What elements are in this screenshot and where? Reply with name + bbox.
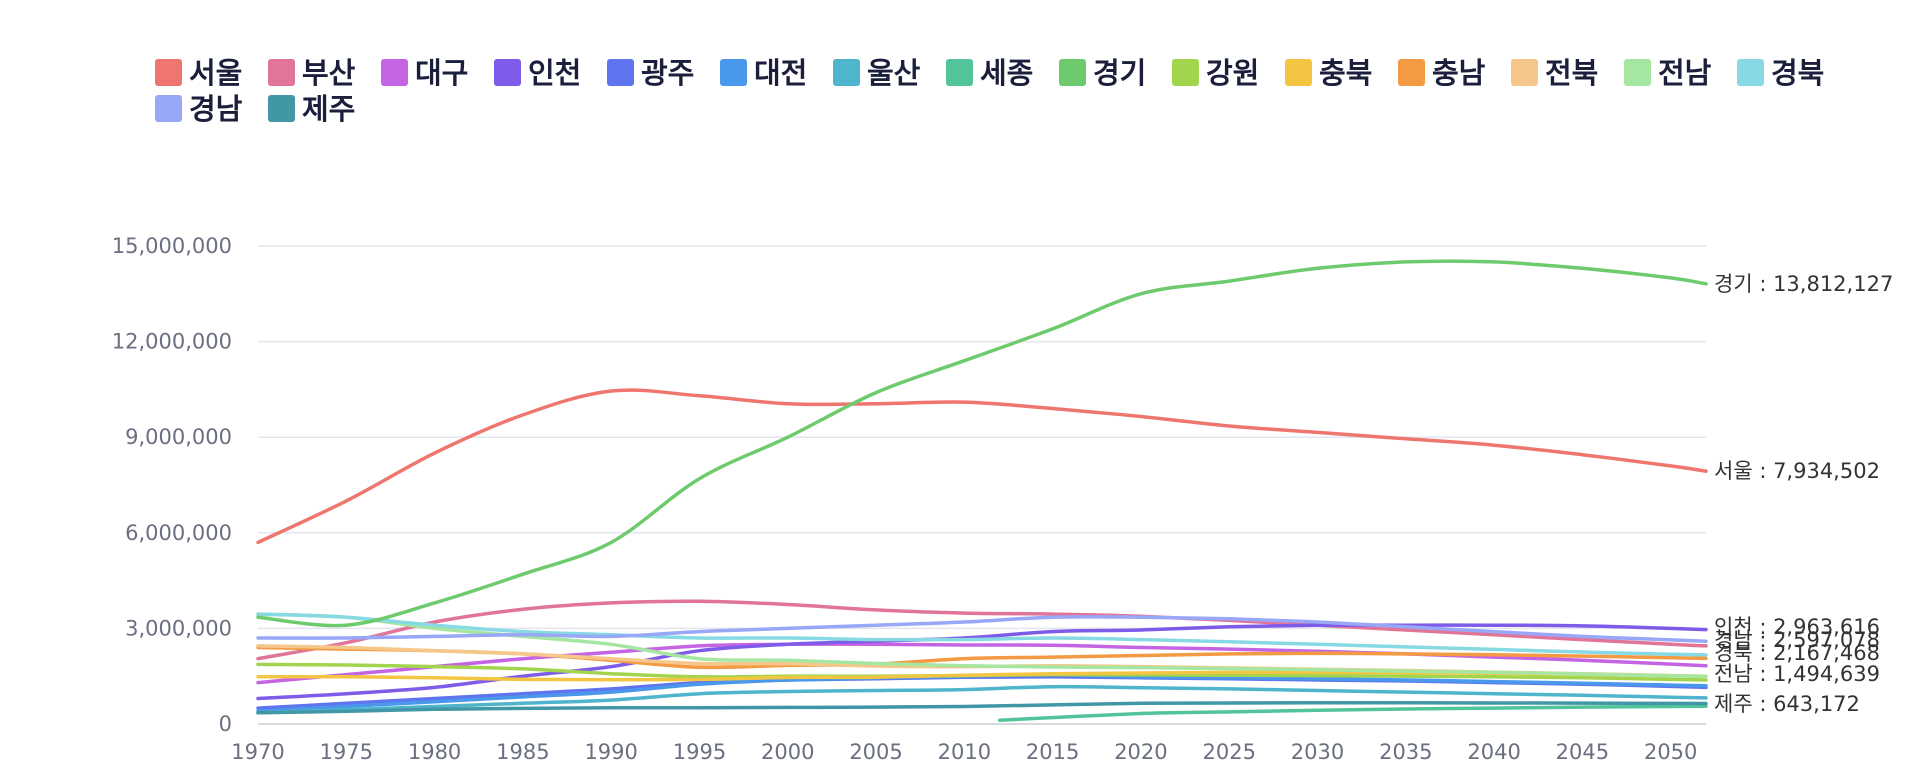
end-label: 제주 : 643,172 [1714,692,1860,716]
x-tick-label: 2005 [849,740,902,764]
legend-label: 울산 [867,56,921,90]
legend-item-15[interactable]: 경남 [155,92,243,126]
y-tick-label: 6,000,000 [125,521,232,545]
series-line-15[interactable] [256,615,1708,643]
legend-item-5[interactable]: 대전 [720,56,807,90]
legend-swatch [1398,59,1425,86]
x-tick-label: 2040 [1467,740,1520,764]
legend-swatch [1172,59,1199,86]
legend-swatch [381,59,408,86]
x-tick-label: 2000 [761,740,814,764]
legend-item-2[interactable]: 대구 [381,56,468,90]
x-tick-label: 2015 [1026,740,1079,764]
legend-swatch [155,95,182,122]
legend-item-13[interactable]: 전남 [1624,56,1712,90]
end-label: 서울 : 7,934,502 [1714,459,1880,483]
x-tick-label: 2030 [1291,740,1344,764]
x-tick-label: 2010 [938,740,991,764]
gridlines [258,245,1706,630]
x-tick-label: 1975 [320,740,373,764]
x-axis-ticks: 1970 1975 1980 1985 1990 1995 2000 2005 2010 2015… [231,740,1697,764]
series-line-14[interactable] [256,612,1708,657]
legend-swatch [1737,59,1764,86]
x-tick-label: 1980 [408,740,461,764]
end-label: 경남 : 2,597,078 [1714,628,1880,652]
x-tick-label: 1970 [231,740,284,764]
legend-item-8[interactable]: 경기 [1059,56,1146,90]
legend-swatch [833,59,860,86]
end-label: 전남 : 1,494,639 [1714,662,1880,686]
legend-label: 대구 [415,56,468,90]
series-line-7[interactable] [997,704,1708,722]
legend-label: 인천 [528,56,581,90]
legend-label: 경북 [1771,56,1824,90]
series-lines [256,259,1708,722]
end-labels: 경기 : 13,812,127 서울 : 7,934,502 인천 : 2,963,… [1714,272,1893,716]
legend-swatch [1059,59,1086,86]
x-tick-label: 1995 [673,740,726,764]
legend-swatch [720,59,747,86]
end-label: 인천 : 2,963,616 [1714,615,1880,639]
legend-swatch [1624,59,1651,86]
legend-item-3[interactable]: 인천 [494,56,581,90]
legend-item-0[interactable]: 서울 [155,56,242,90]
y-tick-label: 0 [219,712,232,736]
legend-item-7[interactable]: 세종 [946,56,1033,90]
series-line-16[interactable] [256,701,1708,715]
legend-item-14[interactable]: 경북 [1737,56,1824,90]
y-tick-label: 9,000,000 [125,425,232,449]
legend-label: 전북 [1545,56,1598,90]
legend-swatch [155,59,182,86]
series-line-2[interactable] [256,642,1708,685]
legend-swatch [268,95,295,122]
legend-item-1[interactable]: 부산 [268,56,356,90]
x-tick-label: 1990 [584,740,637,764]
legend-label: 대전 [754,56,807,90]
legend-swatch [1285,59,1312,86]
legend-item-10[interactable]: 충북 [1285,56,1372,90]
y-tick-label: 12,000,000 [112,330,232,354]
legend-label: 충남 [1432,56,1486,90]
legend-swatch [494,59,521,86]
legend-swatch [1511,59,1538,86]
legend-swatch [607,59,634,86]
legend-label: 서울 [189,56,242,90]
y-tick-label: 15,000,000 [112,234,232,258]
x-tick-label: 1985 [496,740,549,764]
legend-item-4[interactable]: 광주 [607,56,694,90]
legend-label: 충북 [1319,56,1372,90]
y-tick-label: 3,000,000 [125,616,232,640]
legend-label: 부산 [302,56,356,90]
legend-label: 전남 [1658,56,1712,90]
legend-item-11[interactable]: 충남 [1398,56,1486,90]
legend-item-6[interactable]: 울산 [833,56,921,90]
x-tick-label: 2035 [1379,740,1432,764]
series-line-8[interactable] [256,259,1708,628]
end-label: 경북 : 2,167,468 [1714,641,1880,665]
legend-label: 광주 [641,56,694,90]
legend-label: 경기 [1093,56,1146,90]
legend-item-9[interactable]: 강원 [1172,56,1259,90]
legend-label: 경남 [189,92,243,126]
y-axis-ticks: 0 3,000,000 6,000,000 9,000,000 12,000,000 15… [112,234,232,736]
x-tick-label: 2020 [1114,740,1167,764]
series-line-1[interactable] [256,599,1708,661]
legend-label: 제주 [302,92,355,126]
x-tick-label: 2025 [1202,740,1255,764]
series-line-6[interactable] [256,684,1708,715]
legend-label: 세종 [980,56,1033,90]
x-tick-label: 2045 [1556,740,1609,764]
x-tick-label: 2050 [1644,740,1697,764]
legend-item-12[interactable]: 전북 [1511,56,1598,90]
legend-item-16[interactable]: 제주 [268,92,355,126]
legend-swatch [946,59,973,86]
legend-swatch [268,59,295,86]
series-line-0[interactable] [256,388,1708,545]
legend-label: 강원 [1206,56,1259,90]
end-label: 경기 : 13,812,127 [1714,272,1893,296]
